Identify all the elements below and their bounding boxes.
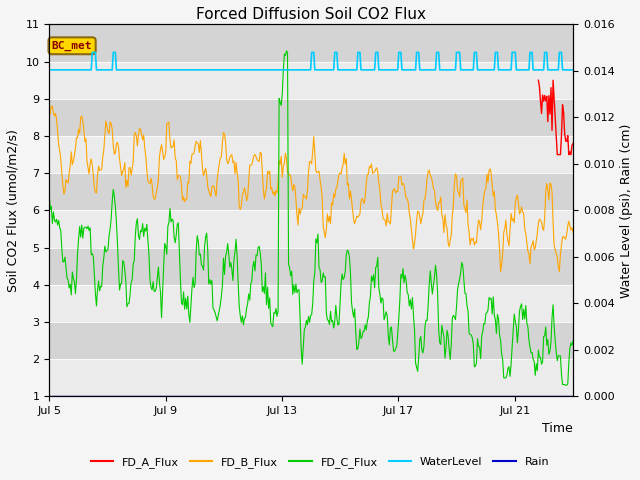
Bar (49, 285, 573, 322)
Y-axis label: Water Level (psi), Rain (cm): Water Level (psi), Rain (cm) (620, 123, 633, 298)
Bar (49, 99, 573, 136)
Bar (49, 322, 573, 359)
Bar (49, 248, 573, 285)
Title: Forced Diffusion Soil CO2 Flux: Forced Diffusion Soil CO2 Flux (196, 7, 426, 22)
Y-axis label: Soil CO2 Flux (umol/m2/s): Soil CO2 Flux (umol/m2/s) (7, 129, 20, 292)
Bar (49, 136, 573, 173)
X-axis label: Time: Time (542, 421, 573, 435)
Bar (49, 359, 573, 396)
Text: BC_met: BC_met (52, 41, 92, 51)
Bar (49, 62, 573, 99)
Bar (49, 24, 573, 62)
Bar (49, 173, 573, 210)
Legend: FD_A_Flux, FD_B_Flux, FD_C_Flux, WaterLevel, Rain: FD_A_Flux, FD_B_Flux, FD_C_Flux, WaterLe… (86, 452, 554, 472)
Bar (49, 210, 573, 248)
